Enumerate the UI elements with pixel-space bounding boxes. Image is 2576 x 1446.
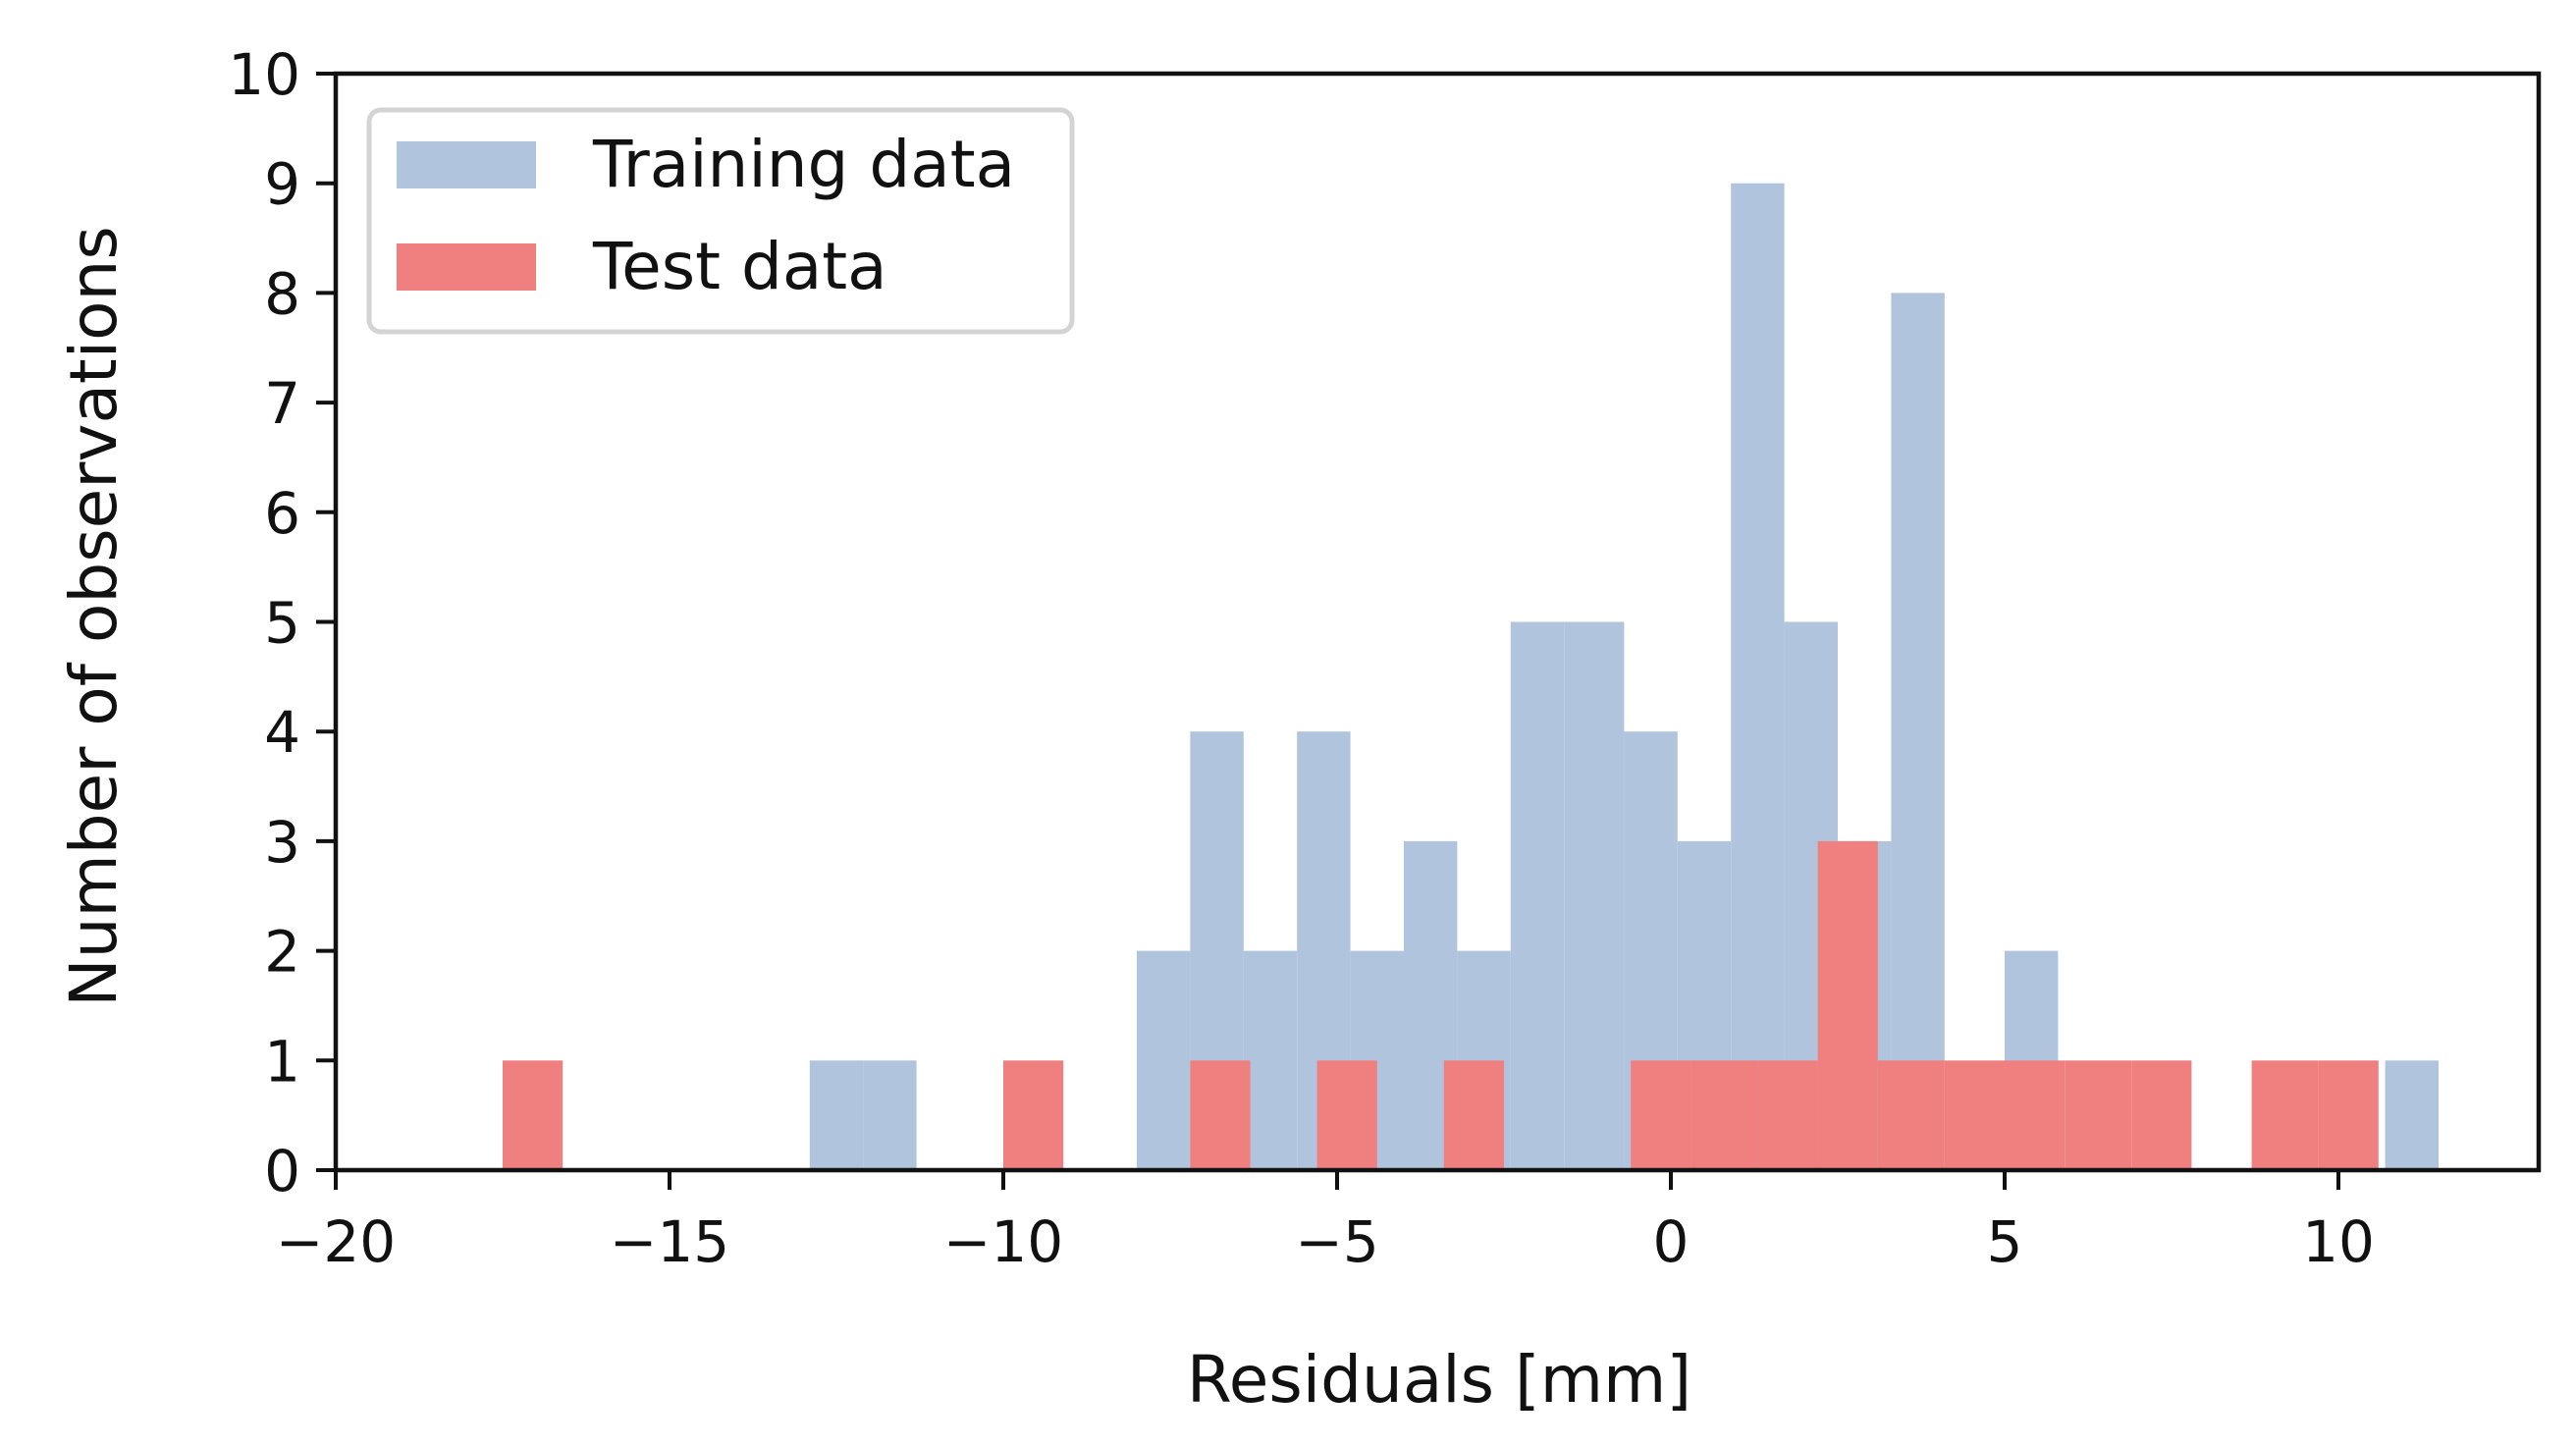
y-tick-label: 3	[264, 809, 300, 876]
training-bar-16	[1891, 293, 1945, 1170]
y-tick-label: 5	[264, 590, 300, 657]
test-bar-0	[503, 1060, 564, 1170]
test-bar-2	[1190, 1060, 1251, 1170]
y-tick-label: 6	[264, 480, 300, 547]
training-bar-2	[1137, 950, 1191, 1170]
test-bar-8	[1817, 840, 1878, 1170]
training-bar-18	[2385, 1060, 2439, 1170]
test-bar-1	[1003, 1060, 1064, 1170]
test-bar-5	[1631, 1060, 1691, 1170]
legend-swatch-training	[397, 141, 536, 188]
test-bar-10	[1944, 1060, 2005, 1170]
test-bars	[503, 840, 2379, 1170]
training-bar-4	[1243, 950, 1298, 1170]
test-bar-13	[2131, 1060, 2192, 1170]
training-bar-1	[863, 1060, 917, 1170]
training-bar-0	[809, 1060, 864, 1170]
y-tick-label: 1	[264, 1028, 300, 1095]
x-tick-label: −10	[943, 1208, 1063, 1275]
legend-box	[366, 107, 1075, 335]
y-tick-label: 2	[264, 919, 300, 986]
legend-label-training: Training data	[592, 127, 1015, 202]
legend-swatch-test	[397, 243, 536, 291]
test-bar-3	[1316, 1060, 1377, 1170]
x-axis-title: Residuals [mm]	[1187, 1342, 1691, 1418]
y-tick-label: 10	[228, 41, 300, 108]
test-bar-7	[1757, 1060, 1818, 1170]
test-bar-11	[2005, 1060, 2066, 1170]
y-tick-label: 7	[264, 370, 300, 437]
x-tick-label: −20	[276, 1208, 396, 1275]
test-bar-4	[1443, 1060, 1504, 1170]
legend: Training data Test data	[366, 107, 1075, 335]
y-axis-ticks: 0 1 2 3 4 5 6 7 8 9 10	[228, 41, 336, 1205]
x-tick-label: 5	[1987, 1208, 2023, 1275]
x-tick-label: −15	[610, 1208, 729, 1275]
test-bar-6	[1690, 1060, 1758, 1170]
training-bar-9	[1510, 621, 1565, 1170]
y-axis-title: Number of observations	[56, 226, 132, 1006]
training-bar-10	[1564, 621, 1625, 1170]
x-tick-label: 10	[2302, 1208, 2375, 1275]
test-bar-9	[1877, 1060, 1945, 1170]
y-tick-label: 9	[264, 151, 300, 218]
legend-label-test: Test data	[592, 229, 887, 304]
y-tick-label: 4	[264, 699, 300, 766]
test-bar-15	[2318, 1060, 2379, 1170]
x-tick-label: 0	[1653, 1208, 1690, 1275]
test-bar-12	[2065, 1060, 2132, 1170]
training-bar-13	[1731, 183, 1785, 1170]
test-bar-14	[2251, 1060, 2319, 1170]
x-tick-label: −5	[1295, 1208, 1379, 1275]
x-axis-ticks: −20 −15 −10 −5 0 5 10	[276, 1170, 2375, 1275]
y-tick-label: 8	[264, 260, 300, 327]
y-tick-label: 0	[264, 1138, 300, 1205]
plot-frame	[333, 71, 2542, 1173]
